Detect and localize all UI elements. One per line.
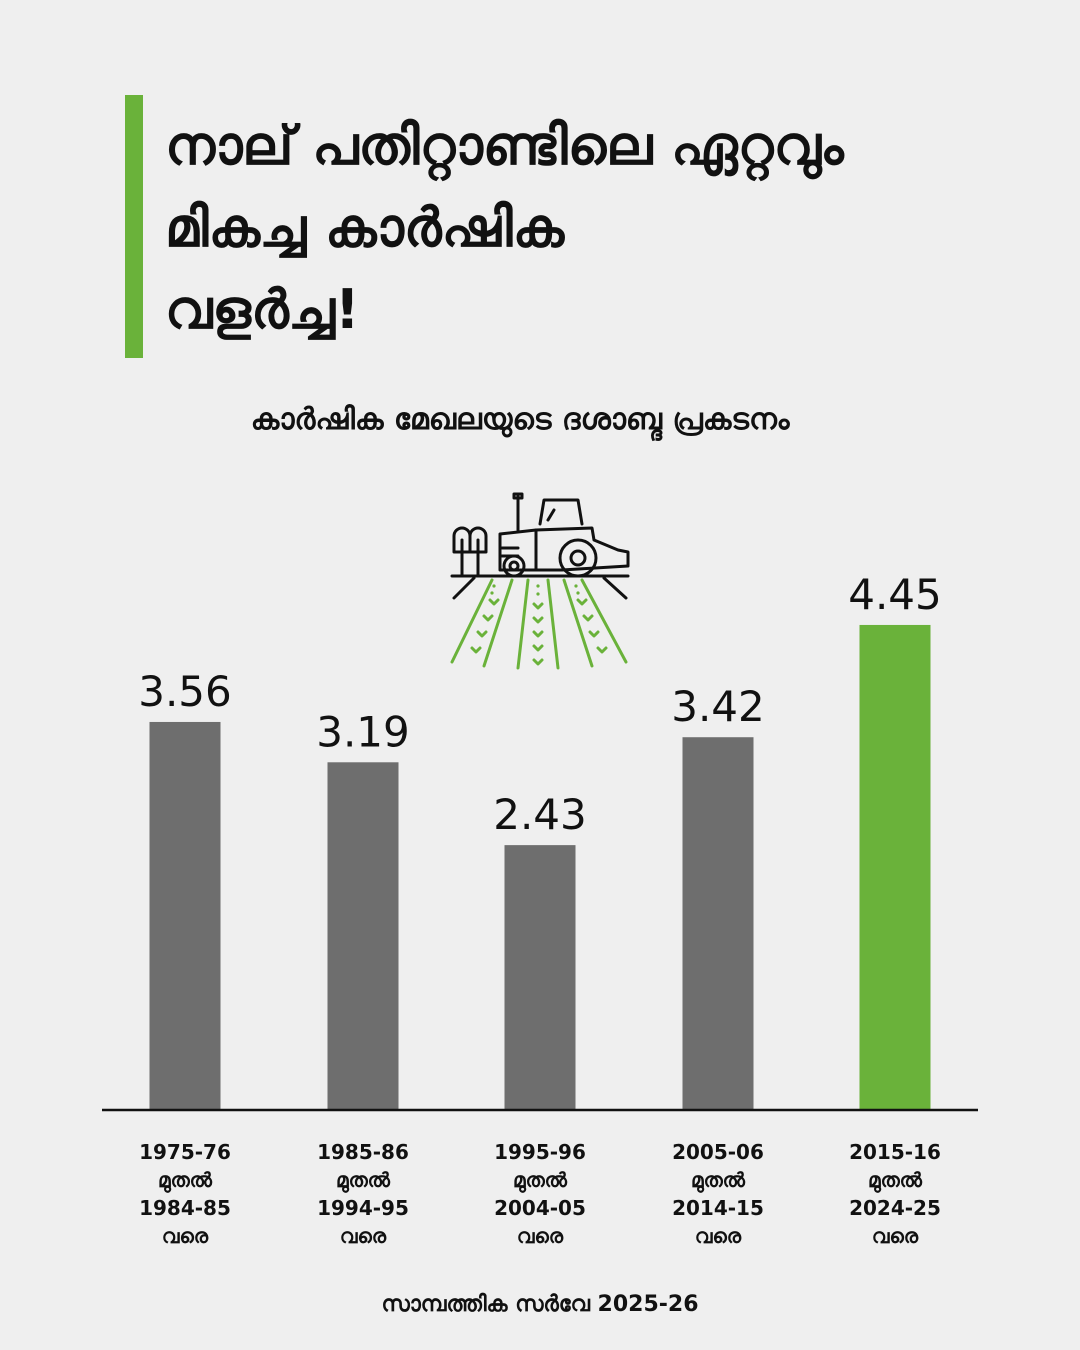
bar [682, 737, 754, 1110]
tractor-field-icon [450, 492, 630, 670]
data-label: 4.45 [848, 570, 942, 619]
x-tick-label: മുതൽ [513, 1168, 568, 1193]
bar [504, 845, 576, 1110]
x-tick-label: മുതൽ [868, 1168, 923, 1193]
x-tick-label: വരെ [695, 1224, 742, 1248]
x-tick-label: മുതൽ [691, 1168, 746, 1193]
title-accent-bar [125, 95, 143, 358]
x-tick-label: വരെ [340, 1224, 387, 1248]
x-tick-label: 1975-76 [139, 1140, 231, 1164]
data-label: 3.19 [316, 707, 410, 756]
x-tick-label: 2015-16 [849, 1140, 941, 1164]
x-tick-label: മുതൽ [336, 1168, 391, 1193]
x-tick-label: 2004-05 [494, 1196, 586, 1220]
bar [859, 624, 931, 1110]
x-tick-label: 2024-25 [849, 1196, 941, 1220]
source-note: സാമ്പത്തിക സർവേ 2025-26 [381, 1292, 699, 1317]
data-label: 3.56 [138, 667, 232, 716]
x-tick-label: മുതൽ [158, 1168, 213, 1193]
x-tick-label: 2005-06 [672, 1140, 764, 1164]
title-line-3: വളർച്ച! [165, 278, 360, 341]
bar [149, 721, 221, 1110]
x-tick-label: 1995-96 [494, 1140, 586, 1164]
x-tick-label: 2014-15 [672, 1196, 764, 1220]
chart-subtitle: കാർഷിക മേഖലയുടെ ദശാബ്ദ പ്രകടനം [250, 402, 790, 437]
page-title: നാല് പതിറ്റാണ്ടിലെ ഏറ്റവും മികച്ച കാർഷിക… [165, 105, 1045, 351]
data-label: 2.43 [493, 790, 587, 839]
title-line-1: നാല് പതിറ്റാണ്ടിലെ ഏറ്റവും [165, 114, 844, 177]
bar [327, 762, 399, 1110]
x-tick-label: 1984-85 [139, 1196, 231, 1220]
x-tick-label: 1985-86 [317, 1140, 409, 1164]
x-tick-label: വരെ [162, 1224, 209, 1248]
title-line-2: മികച്ച കാർഷിക [165, 196, 565, 259]
x-tick-label: വരെ [872, 1224, 919, 1248]
x-tick-label: 1994-95 [317, 1196, 409, 1220]
x-tick-label: വരെ [517, 1224, 564, 1248]
data-label: 3.42 [671, 682, 765, 731]
